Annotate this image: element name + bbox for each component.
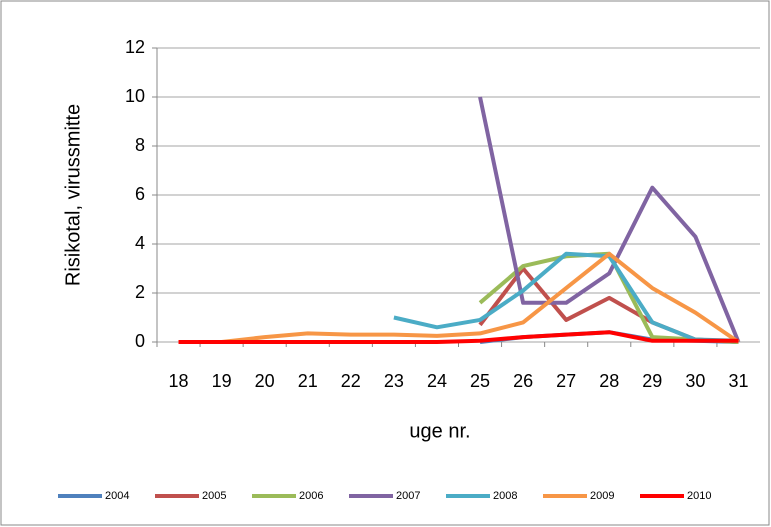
series-line [178, 330, 739, 344]
legend-label: 2006 [299, 490, 323, 502]
x-tick-label: 20 [255, 371, 275, 391]
y-tick-label: 6 [135, 184, 145, 204]
x-tick-label: 28 [599, 371, 619, 391]
series-line [478, 96, 741, 343]
x-axis-label: uge nr. [409, 420, 470, 442]
legend-label: 2009 [590, 490, 614, 502]
y-tick-label: 2 [135, 282, 145, 302]
y-axis-label: Risikotal, virussmitte [62, 104, 84, 286]
x-tick-label: 18 [169, 371, 189, 391]
y-tick-label: 8 [135, 135, 145, 155]
legend-label: 2008 [493, 490, 517, 502]
x-tick-label: 22 [341, 371, 361, 391]
x-tick-label: 27 [556, 371, 576, 391]
legend-label: 2005 [202, 490, 226, 502]
x-tick-label: 26 [513, 371, 533, 391]
x-tick-label: 31 [728, 371, 748, 391]
series-line [393, 251, 739, 343]
x-tick-label: 30 [685, 371, 705, 391]
x-tick-label: 29 [642, 371, 662, 391]
legend-label: 2010 [687, 490, 711, 502]
legend-label: 2004 [105, 490, 129, 502]
x-tick-label: 25 [470, 371, 490, 391]
legend-label: 2007 [396, 490, 420, 502]
y-tick-label: 0 [135, 331, 145, 351]
x-tick-label: 19 [212, 371, 232, 391]
y-tick-label: 10 [125, 86, 145, 106]
x-tick-label: 24 [427, 371, 447, 391]
x-tick-label: 23 [384, 371, 404, 391]
series-line [178, 251, 740, 344]
y-tick-label: 12 [125, 37, 145, 57]
y-tick-label: 4 [135, 233, 145, 253]
x-tick-label: 21 [298, 371, 318, 391]
